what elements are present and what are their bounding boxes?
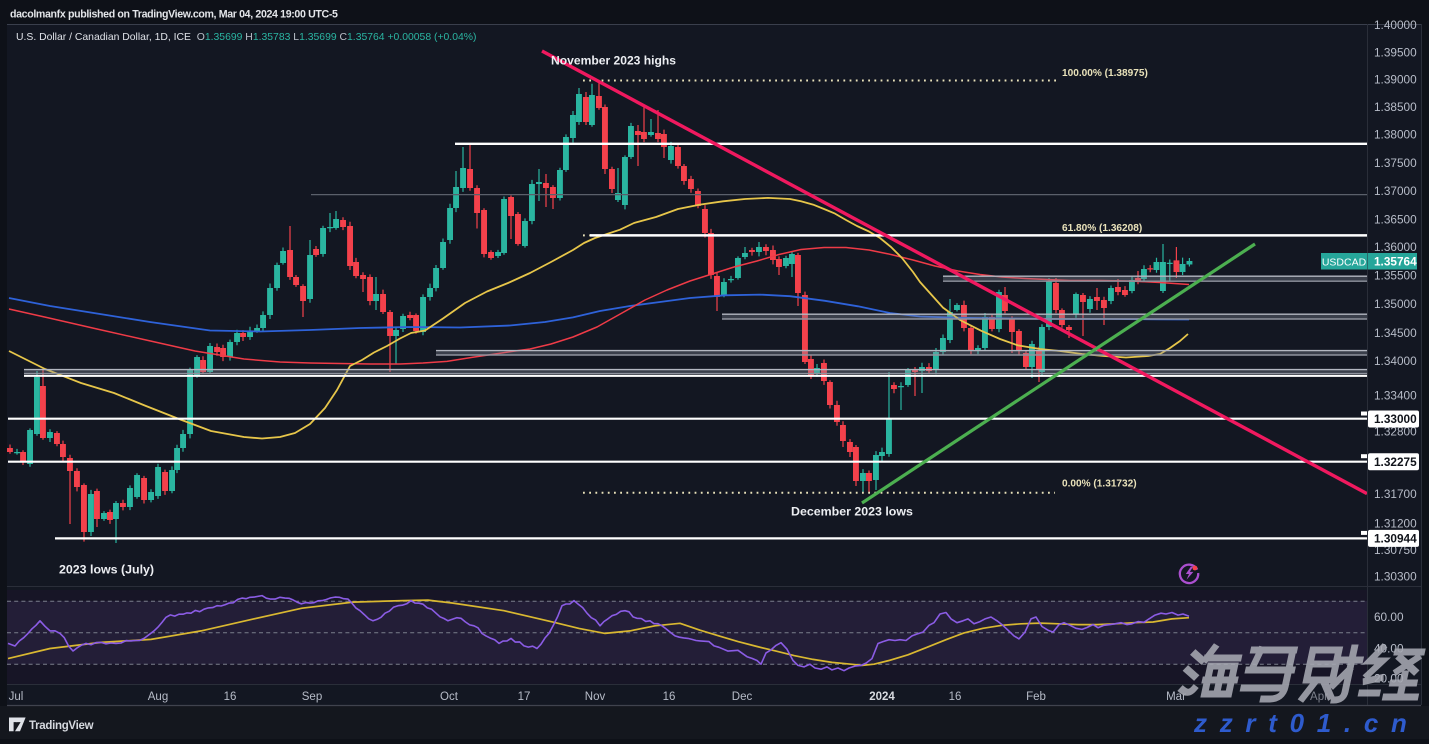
svg-text:60.00: 60.00 [1374,610,1404,624]
svg-text:1.38500: 1.38500 [1374,100,1417,114]
svg-text:Oct: Oct [440,691,459,703]
svg-text:16: 16 [949,691,962,703]
svg-text:1.31700: 1.31700 [1374,487,1417,501]
svg-text:2023 lows (July): 2023 lows (July) [59,563,154,577]
svg-text:1.35764: 1.35764 [1374,255,1417,269]
svg-text:Apr: Apr [1310,691,1328,703]
svg-text:TradingView: TradingView [29,720,94,732]
svg-text:zzrt01.cn: zzrt01.cn [1193,708,1420,738]
svg-text:dacolmanfx published on Tradin: dacolmanfx published on TradingView.com,… [10,9,338,21]
svg-text:1.30944: 1.30944 [1374,532,1417,546]
svg-text:1.37000: 1.37000 [1374,184,1417,198]
svg-text:1.35000: 1.35000 [1374,297,1417,311]
svg-text:Sep: Sep [302,691,322,703]
svg-text:1.39500: 1.39500 [1374,45,1417,59]
svg-text:November 2023 highs: November 2023 highs [551,54,676,68]
svg-text:Mar: Mar [1166,691,1186,703]
svg-text:100.00% (1.38975): 100.00% (1.38975) [1062,68,1148,79]
svg-text:Aug: Aug [148,691,168,703]
svg-text:1.31200: 1.31200 [1374,517,1417,531]
svg-text:2024: 2024 [869,691,895,703]
svg-text:1.38000: 1.38000 [1374,128,1417,142]
svg-text:16: 16 [663,691,676,703]
svg-text:USDCAD: USDCAD [1322,256,1367,268]
svg-text:Dec: Dec [732,691,753,703]
svg-text:1.40000: 1.40000 [1374,18,1417,32]
svg-text:1.34000: 1.34000 [1374,354,1417,368]
svg-text:1.30300: 1.30300 [1374,569,1417,583]
svg-text:1.32800: 1.32800 [1374,425,1417,439]
svg-text:17: 17 [518,691,531,703]
svg-text:U.S. Dollar / Canadian Dollar,: U.S. Dollar / Canadian Dollar, 1D, ICE O… [16,32,476,43]
svg-text:16: 16 [224,691,237,703]
svg-text:1.32275: 1.32275 [1374,455,1417,469]
svg-text:1.37500: 1.37500 [1374,156,1417,170]
svg-text:December 2023 lows: December 2023 lows [791,505,913,519]
svg-text:1.35500: 1.35500 [1374,269,1417,283]
svg-text:1.34500: 1.34500 [1374,326,1417,340]
svg-text:0.00% (1.31732): 0.00% (1.31732) [1062,479,1137,490]
svg-text:Feb: Feb [1026,691,1046,703]
svg-text:Jul: Jul [9,691,24,703]
svg-text:1.36500: 1.36500 [1374,212,1417,226]
svg-text:Nov: Nov [585,691,606,703]
svg-text:1.36000: 1.36000 [1374,240,1417,254]
svg-text:1.33400: 1.33400 [1374,388,1417,402]
svg-text:1.33000: 1.33000 [1374,412,1417,426]
svg-text:61.80% (1.36208): 61.80% (1.36208) [1062,223,1142,234]
svg-text:1.39000: 1.39000 [1374,73,1417,87]
